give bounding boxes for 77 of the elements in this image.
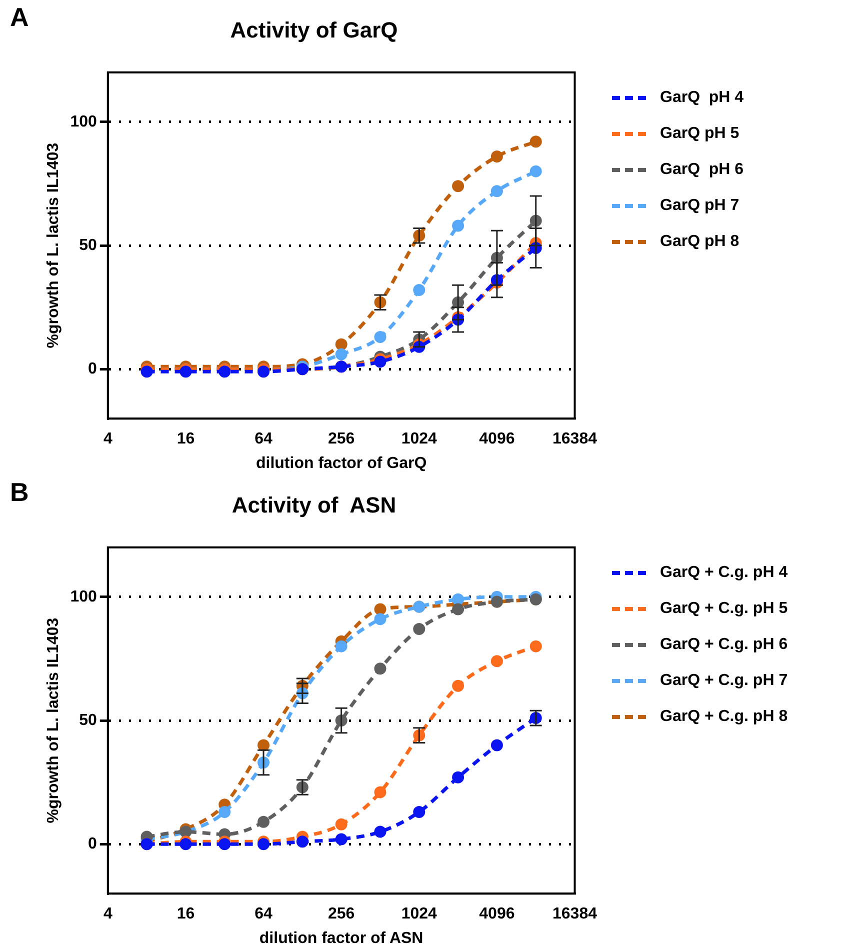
point (452, 603, 464, 616)
point (218, 806, 231, 818)
point (490, 185, 503, 198)
x-tick-label: 64 (254, 906, 273, 923)
point (218, 838, 231, 850)
point (335, 640, 348, 652)
x-tick-label: 4 (103, 906, 112, 923)
point (490, 739, 503, 752)
legend-label: GarQ + C.g. pH 7 (660, 672, 788, 690)
y-tick-label: 50 (79, 236, 97, 254)
point (335, 348, 348, 360)
point (452, 593, 464, 606)
point (490, 655, 503, 668)
legend-label: GarQ + C.g. pH 5 (660, 600, 788, 618)
x-tick-label: 1024 (401, 430, 438, 448)
point (296, 836, 308, 848)
y-axis-title: %growth of L. lactis IL1403 (45, 618, 62, 824)
point (452, 771, 464, 784)
x-tick-label: 16384 (552, 906, 598, 923)
x-axis-title: dilution factor of ASN (259, 930, 424, 947)
point (413, 806, 426, 818)
x-axis-title: dilution factor of GarQ (256, 454, 427, 472)
point (452, 220, 464, 232)
x-tick-label: 256 (328, 906, 355, 923)
point (530, 165, 542, 178)
point (374, 603, 386, 616)
point (374, 786, 386, 798)
y-tick-label: 0 (88, 360, 97, 378)
y-tick-label: 0 (88, 836, 97, 853)
point (374, 826, 386, 838)
point (374, 356, 386, 368)
point (218, 366, 231, 378)
legend-label: GarQ pH 8 (660, 233, 740, 251)
x-tick-label: 4 (103, 430, 112, 448)
point (335, 818, 348, 830)
x-tick-label: 16 (176, 430, 195, 448)
point (140, 366, 153, 378)
y-tick-label: 100 (70, 113, 97, 130)
x-tick-label: 1024 (401, 906, 438, 923)
point (180, 366, 192, 378)
point (335, 833, 348, 846)
x-tick-label: 64 (254, 430, 273, 448)
y-tick-label: 50 (79, 712, 97, 729)
legend-label: GarQ pH 7 (660, 197, 740, 215)
chart-title: Activity of ASN (232, 492, 396, 518)
y-axis-title: %growth of L. lactis IL1403 (45, 142, 62, 348)
chart-title: Activity of GarQ (230, 17, 398, 42)
point (258, 739, 270, 752)
x-tick-label: 16384 (552, 430, 598, 448)
point (374, 662, 386, 675)
point (530, 136, 542, 148)
text: B (10, 477, 29, 508)
point (490, 150, 503, 162)
point (413, 623, 426, 636)
legend-label: GarQ pH 5 (660, 125, 740, 143)
text: A (10, 2, 29, 33)
point (258, 838, 270, 850)
legend-label: GarQ pH 6 (660, 161, 744, 179)
point (413, 284, 426, 296)
point (258, 816, 270, 828)
legend-label: GarQ + C.g. pH 6 (660, 636, 788, 654)
y-tick-label: 100 (70, 588, 97, 606)
point (335, 338, 348, 350)
point (180, 838, 192, 850)
x-tick-label: 256 (328, 430, 355, 448)
x-tick-label: 4096 (479, 430, 515, 448)
x-tick-label: 4096 (479, 906, 515, 923)
point (452, 680, 464, 692)
legend-label: GarQ + C.g. pH 4 (660, 564, 788, 582)
legend-label: GarQ pH 4 (660, 89, 744, 107)
legend-label: GarQ + C.g. pH 8 (660, 708, 788, 726)
point (374, 613, 386, 626)
point (452, 180, 464, 192)
point (374, 330, 386, 343)
x-tick-label: 16 (176, 906, 195, 923)
point (258, 366, 270, 378)
point (530, 640, 542, 652)
